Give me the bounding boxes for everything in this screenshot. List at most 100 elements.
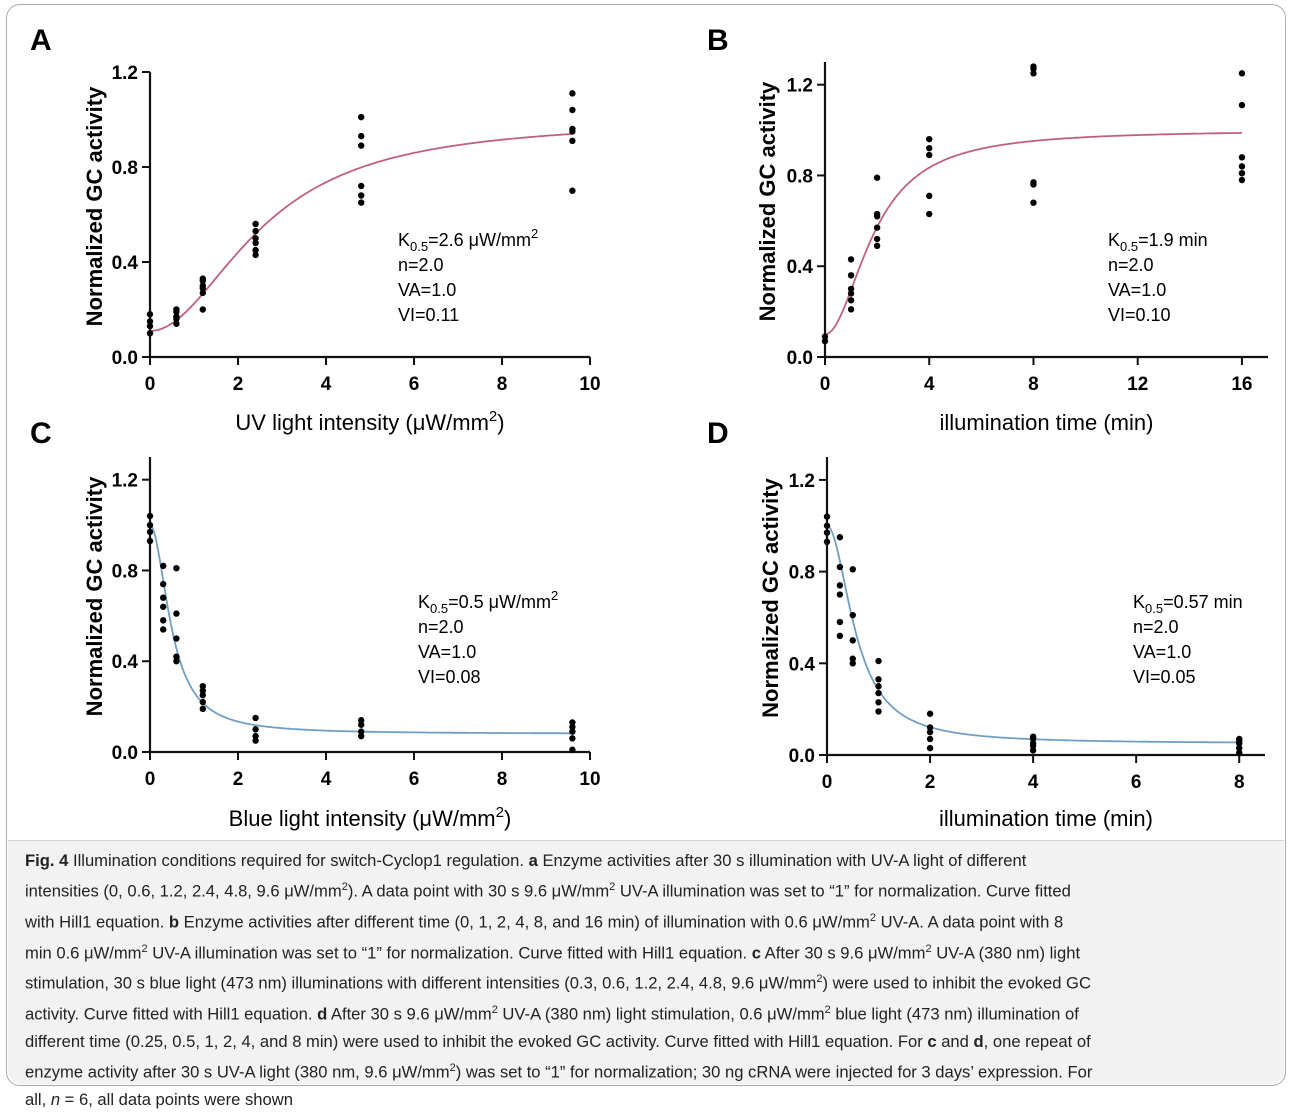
data-point [849,660,856,667]
data-point [847,256,855,263]
fit-curve [824,132,1242,336]
data-point [1238,163,1246,170]
data-point [146,322,154,330]
data-point [252,239,259,247]
annotation-k: K0.5=1.9 min [1108,230,1208,254]
annotation-vi: VI=0.10 [1108,305,1171,325]
fit-curve [149,524,573,735]
annotation-vi: VI=0.08 [418,667,481,687]
data-point [873,210,881,218]
data-point [849,655,856,662]
caption-line: enzyme activity after 30 s UV-A light (3… [25,1062,1093,1082]
x-tick-label: 12 [1127,374,1148,395]
data-point [358,182,365,190]
data-point [173,306,180,313]
y-tick-label: 0.0 [112,743,138,764]
data-point [173,564,180,572]
data-point [358,721,365,728]
data-point [160,626,167,633]
y-axis-title: Normalized GC activity [755,81,780,321]
data-point [146,537,154,545]
data-point [849,566,856,573]
data-point [1236,735,1243,743]
caption-line: stimulation, 30 s blue light (473 nm) il… [25,973,1091,993]
data-point [836,534,844,541]
y-tick-label: 1.2 [112,63,138,84]
data-point [252,220,259,228]
caption-line: Fig. 4 Illumination conditions required … [25,851,1027,870]
data-point [836,632,844,639]
data-point [926,710,934,717]
data-point [926,724,934,731]
data-point [823,513,831,520]
y-tick-label: 1.2 [789,471,815,492]
x-tick-label: 8 [497,769,508,790]
data-point [569,723,576,731]
x-tick-label: 6 [409,374,420,395]
data-point [1030,70,1037,77]
y-tick-label: 1.2 [112,471,138,492]
y-tick-label: 0.8 [112,561,138,582]
data-point [823,522,831,529]
x-tick-label: 4 [924,374,935,395]
data-point [199,289,206,297]
y-tick-label: 0.0 [112,348,138,369]
panel-d: D 0 2 4 6 8 0.0 0.4 0.8 1.2 illumination time (min… [707,417,1265,831]
data-point [173,658,180,665]
data-point [569,125,576,133]
data-point [199,687,206,694]
data-point [569,106,576,114]
data-point [199,692,206,699]
caption-line: with Hill1 equation. b Enzyme activities… [25,911,1064,932]
data-point [569,187,576,194]
annotation-vi: VI=0.11 [398,305,459,325]
data-point [173,635,180,642]
x-tick-label: 0 [145,769,156,790]
data-point [146,521,154,529]
panel-letter: D [707,417,729,450]
data-point [1236,744,1243,752]
data-point [836,563,844,571]
data-point [358,113,365,121]
data-point [173,320,180,327]
x-tick-label: 2 [233,374,244,395]
data-point [252,732,259,740]
data-point [849,611,856,619]
data-point [849,637,856,644]
y-tick-label: 1.2 [787,76,813,97]
data-point [569,137,576,145]
data-point [847,285,855,293]
annotation-n: n=2.0 [1108,255,1154,275]
data-point [569,90,576,97]
annotation-n: n=2.0 [398,255,444,275]
caption-line: intensities (0, 0.6, 1.2, 2.4, 4.8, 9.6 … [25,881,1071,901]
data-point [160,603,167,610]
data-point [199,282,206,289]
data-point [926,210,933,218]
data-point [823,538,831,546]
data-point [836,591,844,598]
data-point [821,337,829,345]
data-point [1030,63,1037,70]
data-point [847,290,855,297]
data-point [358,192,365,199]
y-tick-label: 0.4 [789,654,816,675]
data-point [160,617,167,624]
x-axis-title: illumination time (min) [939,806,1153,831]
x-tick-label: 2 [925,772,936,793]
x-tick-label: 10 [579,374,600,395]
data-point [926,151,933,159]
panel-a: A 0 2 4 6 8 10 0.0 0.4 0.8 1.2 UV light intensity (… [30,24,601,435]
data-point [569,746,576,753]
data-point [199,682,206,690]
data-point [252,737,259,744]
panel-letter: B [707,24,729,57]
x-tick-label: 4 [321,374,332,395]
data-point [252,235,259,242]
y-tick-label: 0.8 [789,563,815,584]
panel-c: C 0 2 4 6 8 10 0.0 0.4 0.8 1.2 Blue light intensity… [30,417,601,831]
data-point [160,562,167,570]
data-point [569,719,576,726]
caption-line: different time (0.25, 0.5, 1, 2, 4, and … [25,1031,1091,1051]
data-point [173,610,180,617]
